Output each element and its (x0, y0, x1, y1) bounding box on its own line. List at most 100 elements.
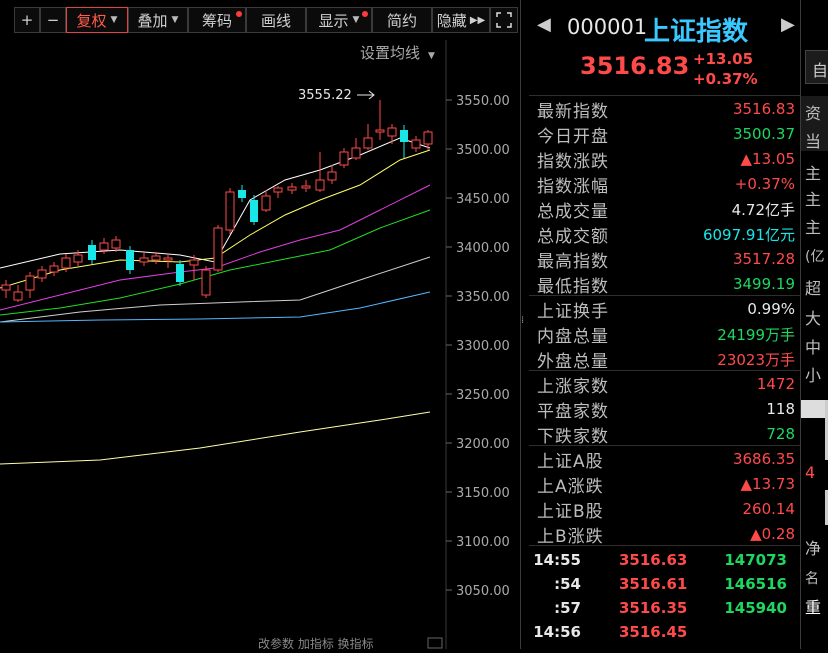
settings-ma-label[interactable]: 设置均线 (360, 44, 420, 62)
prev-stock-icon[interactable]: ◀ (537, 14, 551, 35)
candle-body (387, 127, 397, 137)
yincang-label: 隐藏 (436, 11, 467, 30)
panel-divider[interactable] (520, 0, 521, 649)
stat-label: 今日开盘 (537, 126, 609, 147)
candle-body (273, 187, 283, 193)
fullscreen-button[interactable] (490, 7, 518, 33)
stat-label: 指数涨跌 (537, 151, 609, 172)
fuquan-button[interactable]: 复权 ▼ (66, 7, 128, 33)
stat-row: 下跌家数 728 (537, 422, 795, 447)
stat-label: 上证换手 (537, 301, 609, 322)
chouma-button[interactable]: 筹码 (188, 7, 246, 33)
tab-bg (801, 96, 828, 151)
tab-dang[interactable]: 当 (805, 132, 822, 151)
settings-small-icon[interactable] (427, 637, 443, 649)
candle-body (213, 227, 223, 271)
notification-dot-icon (362, 11, 368, 17)
stat-label: 上证A股 (537, 451, 604, 472)
label-chao: 超 (805, 279, 822, 298)
stat-row: 最低指数 3499.19 (537, 272, 795, 297)
ma-line (0, 209, 431, 316)
candle-body (261, 195, 271, 211)
bar-edge (825, 490, 828, 525)
divider (529, 295, 801, 296)
indicator-tabs[interactable]: 改参数 加指标 换指标 (258, 636, 374, 651)
drag-handle-icon[interactable]: ⁞ (521, 315, 525, 326)
next-stock-icon[interactable]: ▶ (781, 14, 795, 35)
diejia-label: 叠加 (137, 11, 168, 30)
diejia-button[interactable]: 叠加 ▼ (128, 7, 188, 33)
candlesticks (1, 100, 433, 302)
tick-price: 3516.61 (619, 575, 688, 593)
stat-value: 6097.91亿元 (702, 225, 795, 244)
stat-value: ▲0.28 (750, 525, 795, 543)
fuquan-label: 复权 (76, 11, 107, 30)
tab-zijin[interactable]: 资 (805, 104, 822, 123)
kline-chart[interactable]: 设置均线 ▼ 3550.00 3500.00 3450.00 3400.00 3350.… (0, 40, 520, 651)
candle-body (339, 151, 349, 166)
ma-line (0, 411, 431, 465)
stat-row: 总成交量 4.72亿手 (537, 197, 795, 222)
stat-row: 上证换手 0.99% (537, 297, 795, 322)
y-tick-label: 3250.00 (456, 388, 510, 403)
candle-body (1, 284, 11, 291)
zoom-in-button[interactable]: + (14, 7, 40, 33)
stat-row: 指数涨跌 ▲13.05 (537, 147, 795, 172)
stat-value: 24199万手 (717, 325, 795, 344)
divider (529, 95, 801, 96)
tick-volume: 147073 (724, 551, 787, 569)
stat-label: 内盘总量 (537, 326, 609, 347)
price-change: +13.05 (693, 50, 754, 68)
candle-body (73, 254, 83, 263)
stat-label: 总成交额 (537, 226, 609, 247)
stat-label: 平盘家数 (537, 401, 609, 422)
jianyue-button[interactable]: 简约 (372, 7, 432, 33)
stat-value: 728 (766, 425, 795, 443)
xianshi-button[interactable]: 显示 ▼ (306, 7, 372, 33)
stat-value: 3500.37 (732, 125, 795, 143)
huaxian-button[interactable]: 画线 (246, 7, 306, 33)
stat-row: 内盘总量 24199万手 (537, 322, 795, 347)
stat-label: 最低指数 (537, 276, 609, 297)
tick-time: 14:56 (533, 623, 581, 641)
chevron-down-icon[interactable]: ▼ (428, 51, 435, 61)
fullscreen-icon (496, 12, 512, 28)
candle-body (327, 171, 337, 181)
quote-panel: ◀ 000001 上证指数 ▶ 3516.83 +13.05 +0.37% 最新… (529, 0, 801, 649)
label-zhong2: 重 (805, 598, 822, 617)
stat-value: 4.72亿手 (731, 200, 795, 219)
label-zhu: 主 (805, 190, 822, 209)
chevron-down-icon: ▼ (171, 15, 179, 25)
tick-row: 14:55 3516.63 147073 (529, 551, 801, 575)
candle-body (250, 200, 258, 222)
stat-row: 最高指数 3517.28 (537, 247, 795, 272)
candle-body (400, 130, 408, 142)
candle-body (88, 245, 96, 260)
self-select-button[interactable]: 自 (805, 50, 828, 84)
candle-body (201, 269, 211, 296)
stat-label: 总成交量 (537, 201, 609, 222)
jianyue-label: 简约 (386, 11, 417, 30)
stat-value: 3499.19 (732, 275, 795, 293)
stat-row: 最新指数 3516.83 (537, 97, 795, 122)
divider (529, 370, 801, 371)
moving-average-lines (0, 137, 431, 465)
yincang-button[interactable]: 隐藏 ▶▶ (432, 7, 490, 33)
stat-row: 指数涨幅 +0.37% (537, 172, 795, 197)
price-change-pct: +0.37% (693, 70, 758, 88)
zoom-out-button[interactable]: − (40, 7, 66, 33)
tick-row: :54 3516.61 146516 (529, 575, 801, 599)
double-chevron-right-icon: ▶▶ (469, 14, 486, 26)
candle-body (139, 257, 149, 263)
arrow-right-icon (357, 90, 375, 100)
stat-label: 上证B股 (537, 501, 604, 522)
candle-body (287, 186, 297, 191)
y-tick-label: 3300.00 (456, 339, 510, 354)
candle-body (238, 190, 246, 198)
tick-row: 14:56 3516.45 (529, 623, 801, 647)
y-tick-label: 3350.00 (456, 290, 510, 305)
candle-body (351, 147, 361, 159)
stat-label: 上涨家数 (537, 376, 609, 397)
notification-dot-icon (236, 11, 242, 17)
ma-line (0, 256, 431, 323)
